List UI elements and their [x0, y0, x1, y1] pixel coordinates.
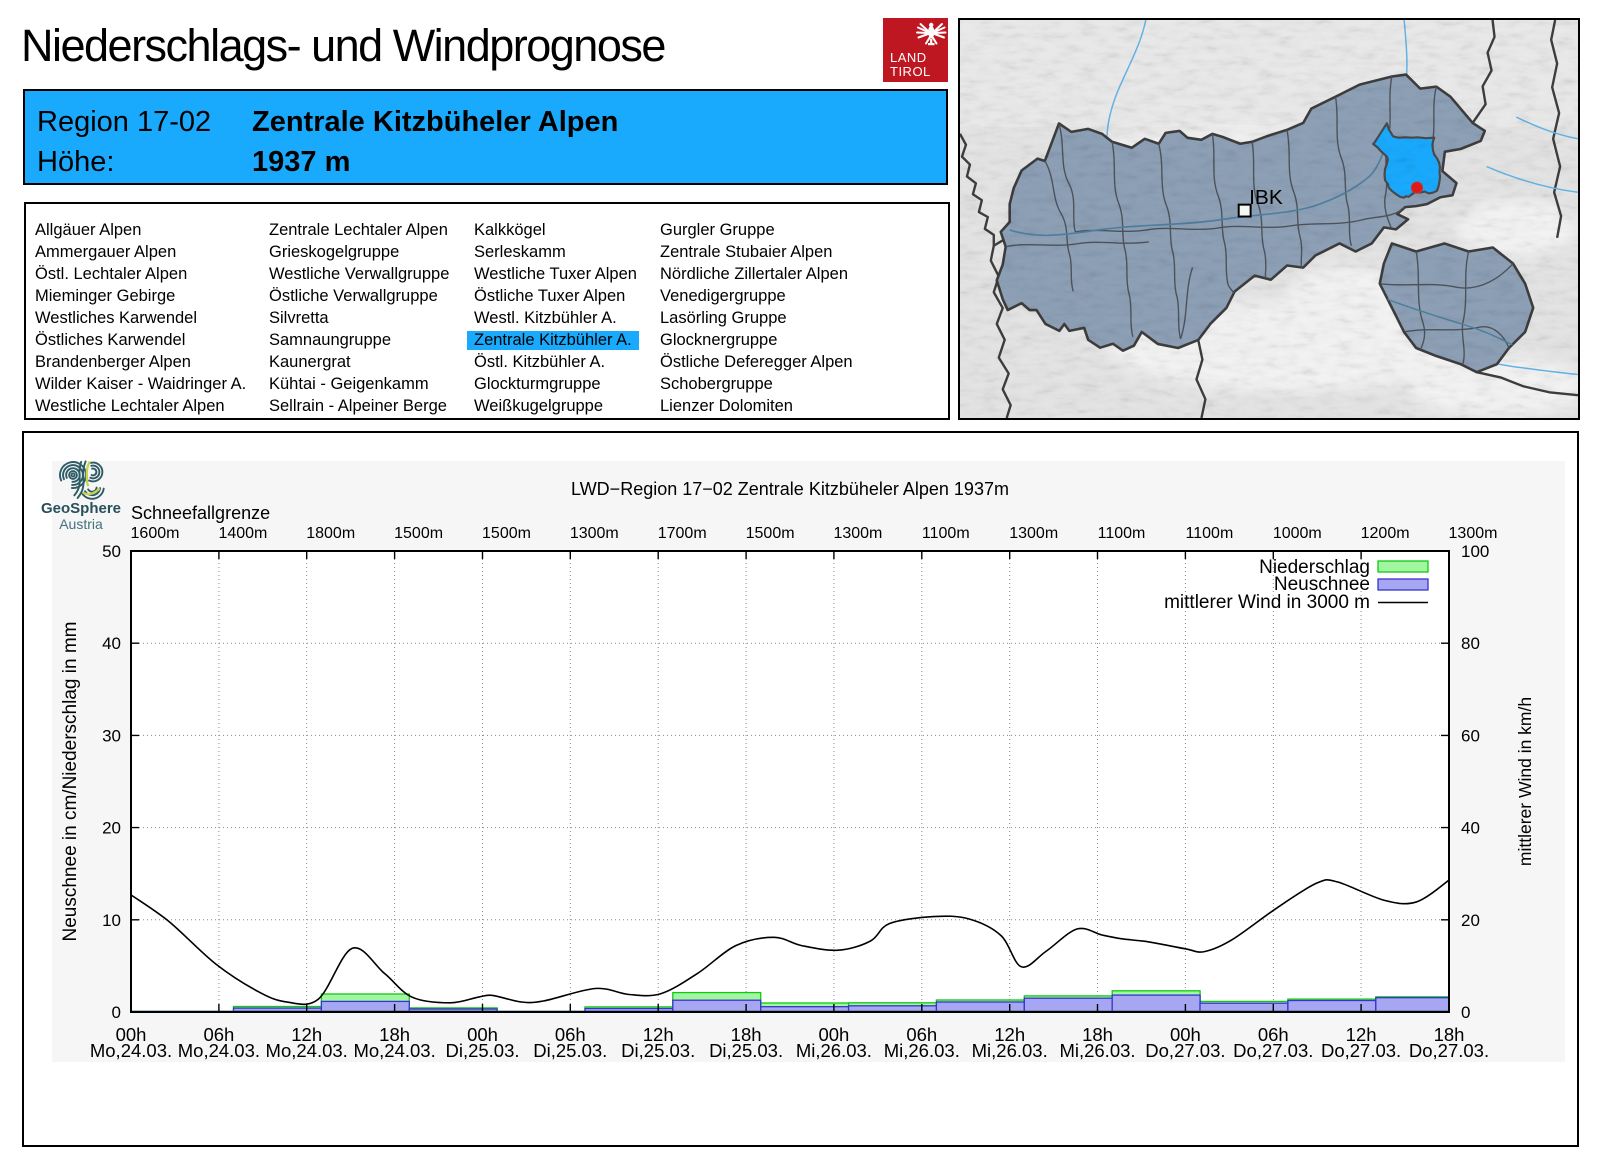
svg-text:Neuschnee in cm/Niederschlag i: Neuschnee in cm/Niederschlag in mm [60, 622, 81, 942]
svg-text:LWD−Region 17−02 Zentrale Kitz: LWD−Region 17−02 Zentrale Kitzbüheler Al… [571, 479, 1009, 499]
svg-text:Di,25.03.: Di,25.03. [709, 1040, 783, 1061]
svg-text:mittlerer Wind in km/h: mittlerer Wind in km/h [1515, 697, 1535, 866]
svg-text:20: 20 [1461, 911, 1480, 930]
svg-text:06h: 06h [1258, 1024, 1289, 1045]
svg-text:18h: 18h [1434, 1024, 1465, 1045]
svg-text:1500m: 1500m [746, 525, 795, 542]
svg-text:1500m: 1500m [394, 525, 443, 542]
svg-text:Mo,24.03.: Mo,24.03. [178, 1040, 260, 1061]
svg-text:1000m: 1000m [1273, 525, 1322, 542]
svg-text:40: 40 [102, 634, 121, 653]
svg-text:12h: 12h [643, 1024, 674, 1045]
svg-text:Do,27.03.: Do,27.03. [1409, 1040, 1489, 1061]
svg-text:00h: 00h [1170, 1024, 1201, 1045]
svg-text:1500m: 1500m [482, 525, 531, 542]
svg-text:IBK: IBK [1249, 186, 1283, 209]
svg-text:1100m: 1100m [1186, 525, 1234, 542]
svg-text:18h: 18h [379, 1024, 410, 1045]
svg-text:Mi,26.03.: Mi,26.03. [972, 1040, 1048, 1061]
svg-text:1600m: 1600m [131, 525, 180, 542]
svg-text:20: 20 [102, 819, 121, 838]
svg-text:Di,25.03.: Di,25.03. [445, 1040, 519, 1061]
svg-text:18h: 18h [731, 1024, 762, 1045]
svg-text:1300m: 1300m [833, 525, 882, 542]
svg-text:Niederschlag: Niederschlag [1259, 557, 1370, 578]
svg-text:00h: 00h [818, 1024, 849, 1045]
svg-text:06h: 06h [203, 1024, 234, 1045]
svg-text:12h: 12h [1346, 1024, 1377, 1045]
svg-text:1400m: 1400m [218, 525, 267, 542]
svg-text:Mo,24.03.: Mo,24.03. [266, 1040, 348, 1061]
svg-text:Neuschnee: Neuschnee [1274, 574, 1370, 595]
svg-text:80: 80 [1461, 634, 1480, 653]
svg-text:Mi,26.03.: Mi,26.03. [796, 1040, 872, 1061]
svg-text:10: 10 [102, 911, 121, 930]
svg-text:12h: 12h [994, 1024, 1025, 1045]
svg-text:Mo,24.03.: Mo,24.03. [353, 1040, 435, 1061]
svg-text:1300m: 1300m [570, 525, 619, 542]
svg-text:Do,27.03.: Do,27.03. [1145, 1040, 1225, 1061]
svg-text:1300m: 1300m [1449, 525, 1498, 542]
svg-text:Do,27.03.: Do,27.03. [1321, 1040, 1401, 1061]
svg-text:1100m: 1100m [1098, 525, 1146, 542]
svg-text:Schneefallgrenze: Schneefallgrenze [131, 503, 270, 523]
svg-text:1300m: 1300m [1009, 525, 1058, 542]
svg-text:Do,27.03.: Do,27.03. [1233, 1040, 1313, 1061]
svg-text:100: 100 [1461, 542, 1489, 561]
svg-text:18h: 18h [1082, 1024, 1113, 1045]
svg-text:1700m: 1700m [658, 525, 707, 542]
svg-text:12h: 12h [291, 1024, 322, 1045]
svg-text:Mi,26.03.: Mi,26.03. [1059, 1040, 1135, 1061]
svg-text:Di,25.03.: Di,25.03. [533, 1040, 607, 1061]
svg-text:GeoSphere: GeoSphere [41, 500, 121, 517]
svg-text:Austria: Austria [59, 516, 103, 532]
svg-text:50: 50 [102, 542, 121, 561]
svg-text:mittlerer Wind in 3000 m: mittlerer Wind in 3000 m [1164, 592, 1370, 613]
svg-text:06h: 06h [906, 1024, 937, 1045]
svg-text:Mo,24.03.: Mo,24.03. [90, 1040, 172, 1061]
svg-text:30: 30 [102, 726, 121, 745]
svg-text:Di,25.03.: Di,25.03. [621, 1040, 695, 1061]
svg-text:40: 40 [1461, 819, 1480, 838]
svg-text:0: 0 [112, 1003, 121, 1022]
svg-text:60: 60 [1461, 726, 1480, 745]
svg-text:1800m: 1800m [306, 525, 355, 542]
svg-text:1100m: 1100m [922, 525, 970, 542]
svg-text:00h: 00h [116, 1024, 147, 1045]
svg-text:Mi,26.03.: Mi,26.03. [884, 1040, 960, 1061]
svg-text:00h: 00h [467, 1024, 498, 1045]
svg-text:06h: 06h [555, 1024, 586, 1045]
svg-text:0: 0 [1461, 1003, 1470, 1022]
svg-text:1200m: 1200m [1361, 525, 1410, 542]
